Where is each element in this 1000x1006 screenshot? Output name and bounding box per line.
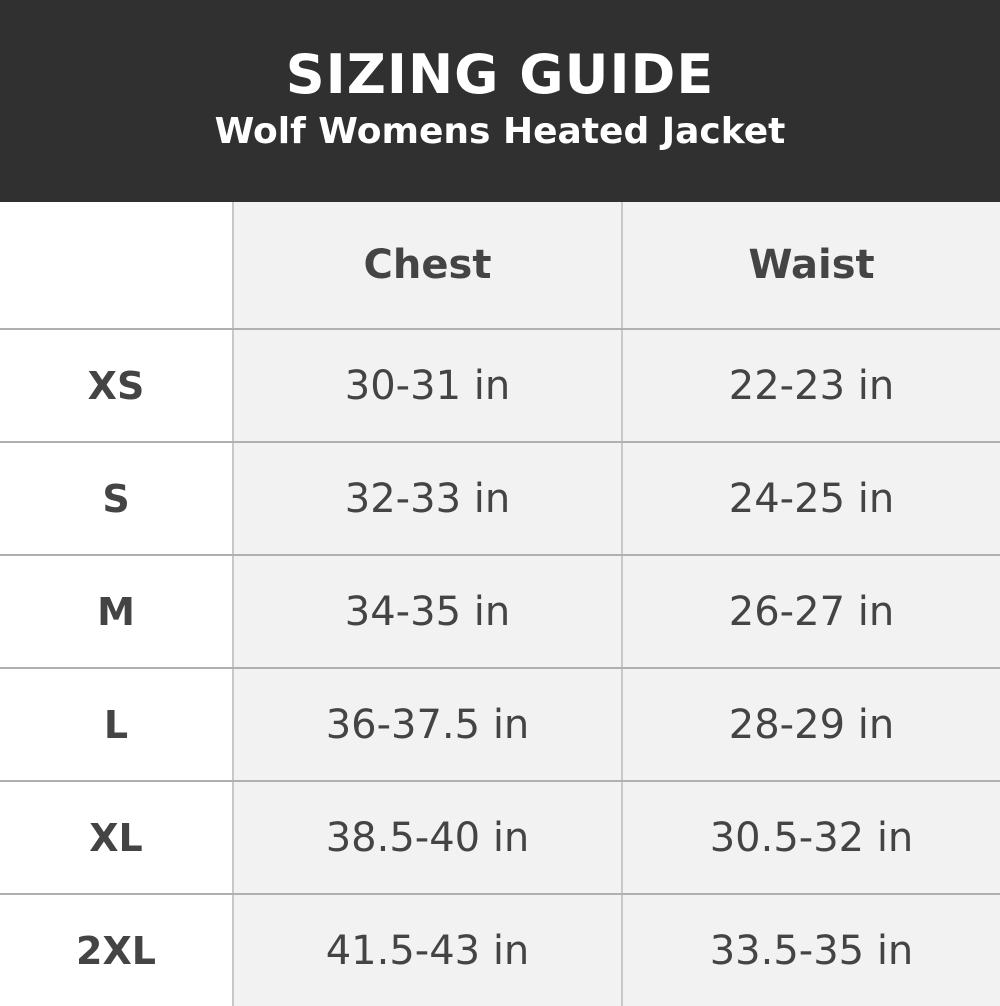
table-row: L 36-37.5 in 28-29 in (0, 667, 1000, 780)
waist-cell: 26-27 in (621, 556, 1000, 667)
size-cell: XS (0, 330, 232, 441)
product-name: Wolf Womens Heated Jacket (214, 111, 786, 152)
table-row: M 34-35 in 26-27 in (0, 554, 1000, 667)
table-row: XL 38.5-40 in 30.5-32 in (0, 780, 1000, 893)
chest-cell: 38.5-40 in (232, 782, 621, 893)
waist-cell: 30.5-32 in (621, 782, 1000, 893)
chest-cell: 32-33 in (232, 443, 621, 554)
table-row: S 32-33 in 24-25 in (0, 441, 1000, 554)
waist-cell: 33.5-35 in (621, 895, 1000, 1006)
page-title: SIZING GUIDE (285, 43, 715, 106)
chest-cell: 36-37.5 in (232, 669, 621, 780)
size-table: Chest Waist XS 30-31 in 22-23 in S 32-33 in 2… (0, 202, 1000, 1006)
size-cell: M (0, 556, 232, 667)
size-cell: 2XL (0, 895, 232, 1006)
header-banner: SIZING GUIDE Wolf Womens Heated Jacket (0, 0, 1000, 202)
waist-cell: 22-23 in (621, 330, 1000, 441)
header-cell-waist: Waist (621, 202, 1000, 328)
header-cell-chest: Chest (232, 202, 621, 328)
table-header-row: Chest Waist (0, 202, 1000, 328)
size-cell: XL (0, 782, 232, 893)
size-cell: S (0, 443, 232, 554)
waist-cell: 24-25 in (621, 443, 1000, 554)
waist-cell: 28-29 in (621, 669, 1000, 780)
chest-cell: 30-31 in (232, 330, 621, 441)
table-row: 2XL 41.5-43 in 33.5-35 in (0, 893, 1000, 1006)
chest-cell: 34-35 in (232, 556, 621, 667)
table-row: XS 30-31 in 22-23 in (0, 328, 1000, 441)
chest-cell: 41.5-43 in (232, 895, 621, 1006)
size-cell: L (0, 669, 232, 780)
header-cell-size (0, 202, 232, 328)
